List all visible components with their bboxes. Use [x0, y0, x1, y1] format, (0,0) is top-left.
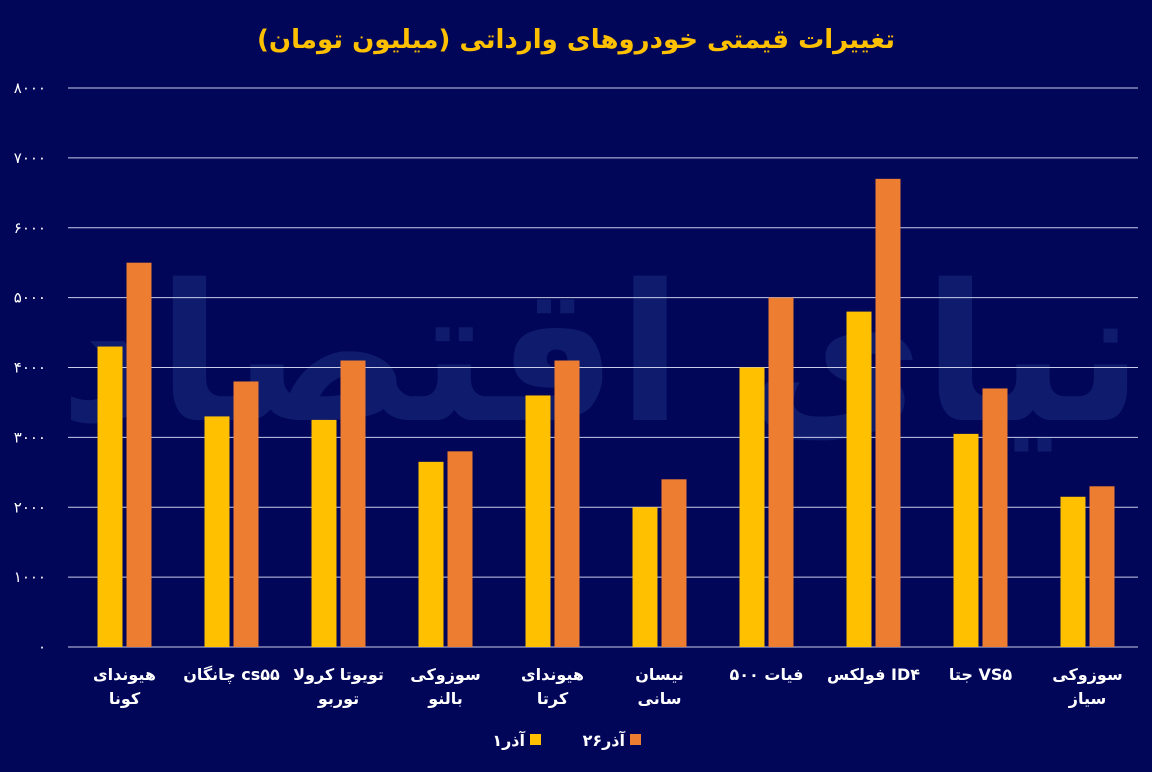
bar-azar-1 — [1060, 496, 1086, 647]
bar-azar-26 — [554, 360, 580, 647]
y-tick-label: ۴۰۰۰ — [14, 359, 46, 377]
x-tick-label: جتا VS۵ — [949, 665, 1013, 684]
bar-azar-1 — [204, 416, 230, 647]
x-tick-label: فیات ۵۰۰ — [730, 665, 804, 684]
y-tick-label: ۳۰۰۰ — [14, 428, 46, 446]
bar-azar-1 — [418, 461, 444, 647]
bar-azar-26 — [768, 297, 794, 647]
bar-azar-26 — [661, 479, 687, 647]
bar-azar-1 — [739, 367, 765, 647]
x-tick-label: تویوتا کرولا — [293, 665, 384, 684]
legend-label: ۲۶آذر — [583, 730, 626, 750]
x-tick-label: سوزوکی — [410, 665, 480, 684]
x-tick-label: هیوندای — [93, 665, 156, 684]
bar-azar-1 — [846, 311, 872, 647]
y-tick-label: ۵۰۰۰ — [14, 289, 46, 307]
bar-azar-1 — [953, 433, 979, 647]
legend-label: ۱آذر — [492, 730, 525, 750]
legend-swatch — [630, 734, 641, 745]
bar-azar-26 — [126, 262, 152, 647]
bar-azar-26 — [447, 451, 473, 647]
bar-azar-26 — [1089, 486, 1115, 647]
bar-azar-1 — [311, 419, 337, 647]
bar-azar-1 — [632, 507, 658, 647]
x-tick-label: نیسان — [635, 665, 683, 684]
y-tick-label: ۱۰۰۰ — [14, 568, 46, 586]
x-tick-label: سوزوکی — [1052, 665, 1122, 684]
bar-azar-26 — [875, 178, 901, 647]
bar-azar-1 — [97, 346, 123, 647]
legend: ۲۶آذر ۱آذر — [492, 730, 641, 750]
x-tick-label: توربو — [317, 689, 359, 708]
bar-azar-26 — [982, 388, 1008, 647]
x-tick-label: بالنو — [427, 689, 463, 708]
y-tick-label: ۸۰۰۰ — [14, 79, 46, 97]
chart-title: تغییرات قیمتی خودروهای وارداتی (میلیون ت… — [257, 25, 895, 55]
bar-azar-26 — [233, 381, 259, 647]
bar-azar-26 — [340, 360, 366, 647]
bar-azar-1 — [525, 395, 551, 647]
x-tick-label: هیوندای — [521, 665, 584, 684]
y-tick-label: ۷۰۰۰ — [14, 149, 46, 167]
x-tick-label: فولکس ID۴ — [827, 665, 920, 684]
y-tick-label: ۲۰۰۰ — [14, 498, 46, 516]
x-tick-label: کونا — [109, 689, 141, 708]
x-tick-label: کرتا — [537, 689, 569, 708]
x-tick-label: سانی — [638, 689, 682, 708]
y-tick-label: ۶۰۰۰ — [14, 219, 46, 237]
x-tick-label: چانگان cs۵۵ — [183, 665, 280, 685]
x-tick-label: سیاز — [1068, 689, 1106, 708]
y-tick-label: ۰ — [38, 638, 46, 656]
legend-swatch — [530, 734, 541, 745]
